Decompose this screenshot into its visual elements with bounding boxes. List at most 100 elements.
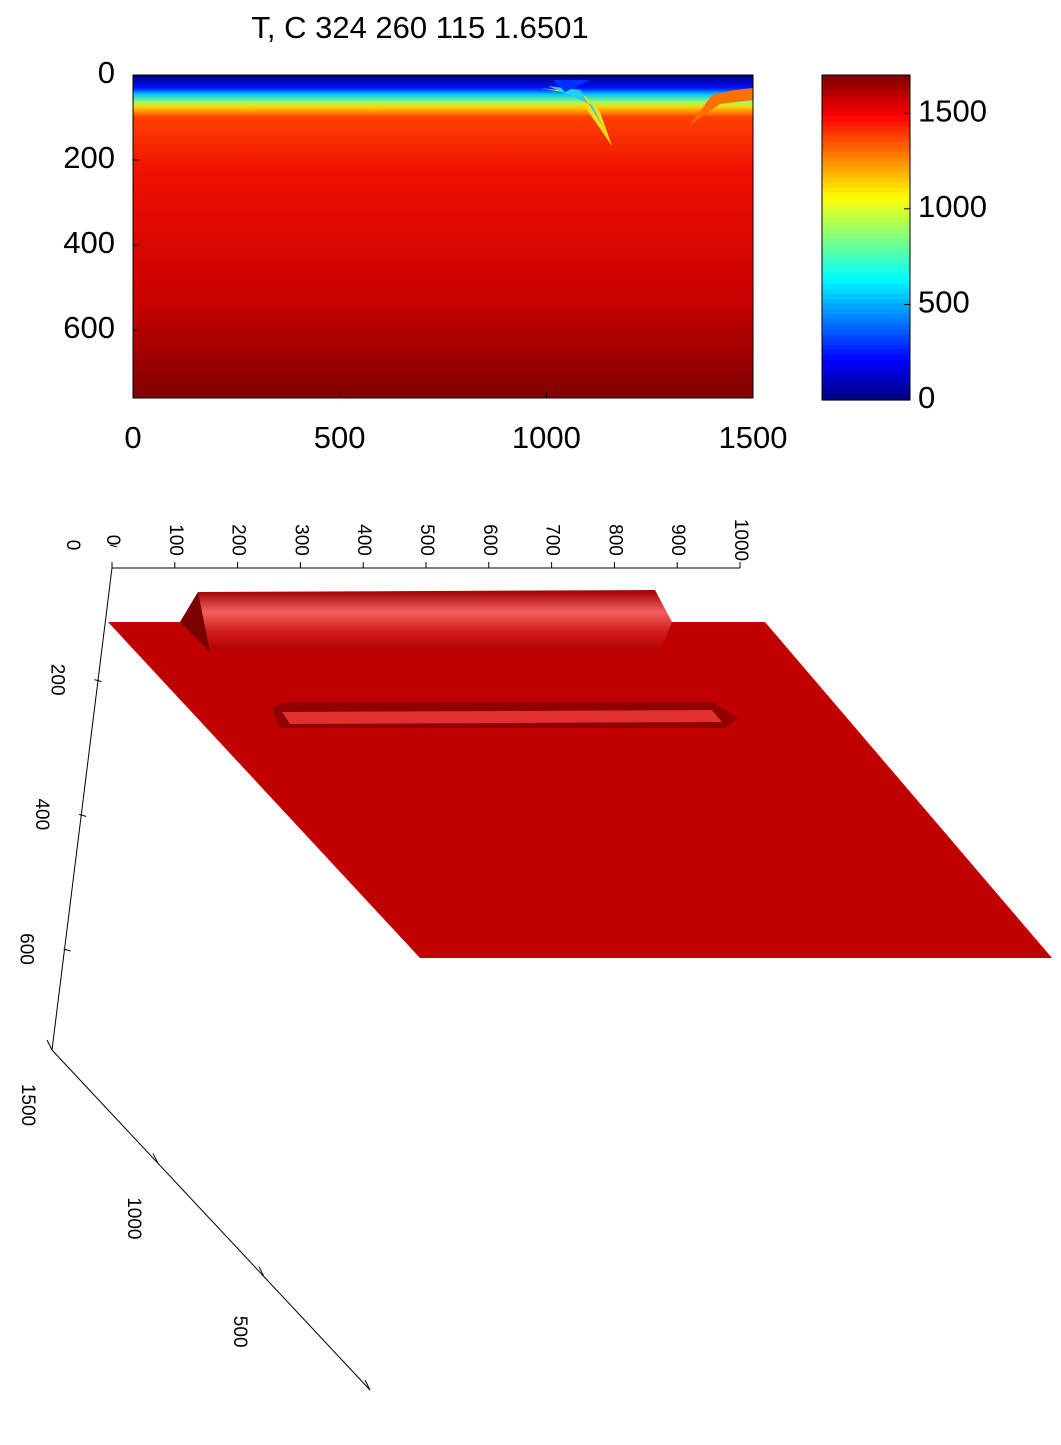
x-tick-label: 300: [290, 524, 311, 556]
colorbar-cell: [822, 278, 910, 284]
colorbar-cell: [822, 304, 910, 310]
colorbar-cell: [822, 380, 910, 386]
surface-ridge: [180, 590, 672, 652]
colorbar-cell: [822, 263, 910, 269]
colorbar-cell: [822, 217, 910, 223]
colorbar-tick-label: 1000: [918, 189, 987, 224]
colorbar-cell: [822, 273, 910, 279]
y-tick-label: 200: [63, 140, 115, 175]
colorbar-cell: [822, 136, 910, 142]
z-tick: [47, 1040, 52, 1050]
colorbar-cell: [822, 283, 910, 289]
y-tick: [110, 545, 117, 547]
x-tick-label: 600: [479, 524, 500, 556]
colorbar-cell: [822, 131, 910, 137]
y-tick-label: 200: [47, 664, 68, 696]
colorbar-cell: [822, 75, 910, 81]
colorbar-cell: [822, 370, 910, 376]
colorbar-cell: [822, 105, 910, 111]
surface-groove-light: [282, 710, 722, 724]
colorbar-cell: [822, 121, 910, 127]
x-tick-label: 0: [124, 420, 141, 455]
colorbar-cell: [822, 232, 910, 238]
x-tick-label: 500: [416, 524, 437, 556]
colorbar-cell: [822, 166, 910, 172]
y-tick-label: 0: [98, 55, 115, 90]
colorbar-cell: [822, 202, 910, 208]
colorbar-cell: [822, 238, 910, 244]
surface: [108, 622, 1052, 958]
y-tick-label: 400: [63, 225, 115, 260]
colorbar-cell: [822, 141, 910, 147]
colorbar-tick-label: 1500: [918, 93, 987, 128]
colorbar-cell: [822, 375, 910, 381]
y-tick-label: 400: [31, 798, 52, 830]
colorbar-cell: [822, 126, 910, 132]
colorbar-cell: [822, 161, 910, 167]
z-tick-label: 500: [229, 1316, 250, 1348]
colorbar-cell: [822, 111, 910, 117]
z-tick-label: 1000: [123, 1197, 144, 1239]
x-tick-label: 1000: [730, 519, 751, 561]
colorbar-cell: [822, 182, 910, 188]
colorbar-cell: [822, 151, 910, 157]
colorbar-cell: [822, 354, 910, 360]
chart-title: T, C 324 260 115 1.6501: [251, 10, 588, 45]
colorbar-cell: [822, 207, 910, 213]
colorbar-cell: [822, 349, 910, 355]
colorbar-cell: [822, 309, 910, 315]
colorbar-cell: [822, 258, 910, 264]
colorbar-cell: [822, 85, 910, 91]
colorbar-cell: [822, 268, 910, 274]
colorbar-cell: [822, 187, 910, 193]
colorbar-cell: [822, 80, 910, 86]
colorbar-cell: [822, 192, 910, 198]
colorbar-cell: [822, 116, 910, 122]
colorbar-cell: [822, 314, 910, 320]
colorbar-cell: [822, 359, 910, 365]
y-axis: [52, 568, 112, 1050]
colorbar-tick-label: 500: [918, 285, 970, 320]
colorbar-cell: [822, 390, 910, 396]
x-tick-label: 100: [165, 524, 186, 556]
temperature-field: [133, 75, 753, 398]
x-tick-label: 800: [604, 524, 625, 556]
x-tick-label: 400: [353, 524, 374, 556]
colorbar-cell: [822, 146, 910, 152]
colorbar-cell: [822, 288, 910, 294]
x-tick-label: 1000: [512, 420, 581, 455]
colorbar-cell: [822, 248, 910, 254]
colorbar-tick-label: 0: [918, 380, 935, 415]
colorbar-cell: [822, 171, 910, 177]
colorbar-cell: [822, 243, 910, 249]
z-tick-label: 1500: [17, 1084, 38, 1126]
colorbar-cell: [822, 385, 910, 391]
colorbar-cell: [822, 222, 910, 228]
colorbar-cell: [822, 90, 910, 96]
colorbar-cell: [822, 95, 910, 101]
x-tick-label: 700: [542, 524, 563, 556]
colorbar-cell: [822, 212, 910, 218]
colorbar-cell: [822, 364, 910, 370]
x-tick-label: 1500: [719, 420, 788, 455]
colorbar-cell: [822, 298, 910, 304]
field-image: [133, 75, 753, 398]
y-tick-label: 0: [62, 540, 83, 551]
colorbar-cell: [822, 324, 910, 330]
x-tick-label: 500: [314, 420, 366, 455]
y-tick-label: 600: [63, 310, 115, 345]
colorbar-cell: [822, 334, 910, 340]
colorbar-cell: [822, 253, 910, 259]
colorbar-cell: [822, 339, 910, 345]
x-tick-label: 0: [102, 535, 123, 546]
colorbar-cell: [822, 197, 910, 203]
colorbar-cell: [822, 293, 910, 299]
x-tick-label: 200: [228, 524, 249, 556]
colorbar-cell: [822, 156, 910, 162]
y-tick-label: 600: [16, 933, 37, 965]
colorbar-cell: [822, 227, 910, 233]
y-tick: [79, 814, 86, 816]
colorbar-cell: [822, 344, 910, 350]
